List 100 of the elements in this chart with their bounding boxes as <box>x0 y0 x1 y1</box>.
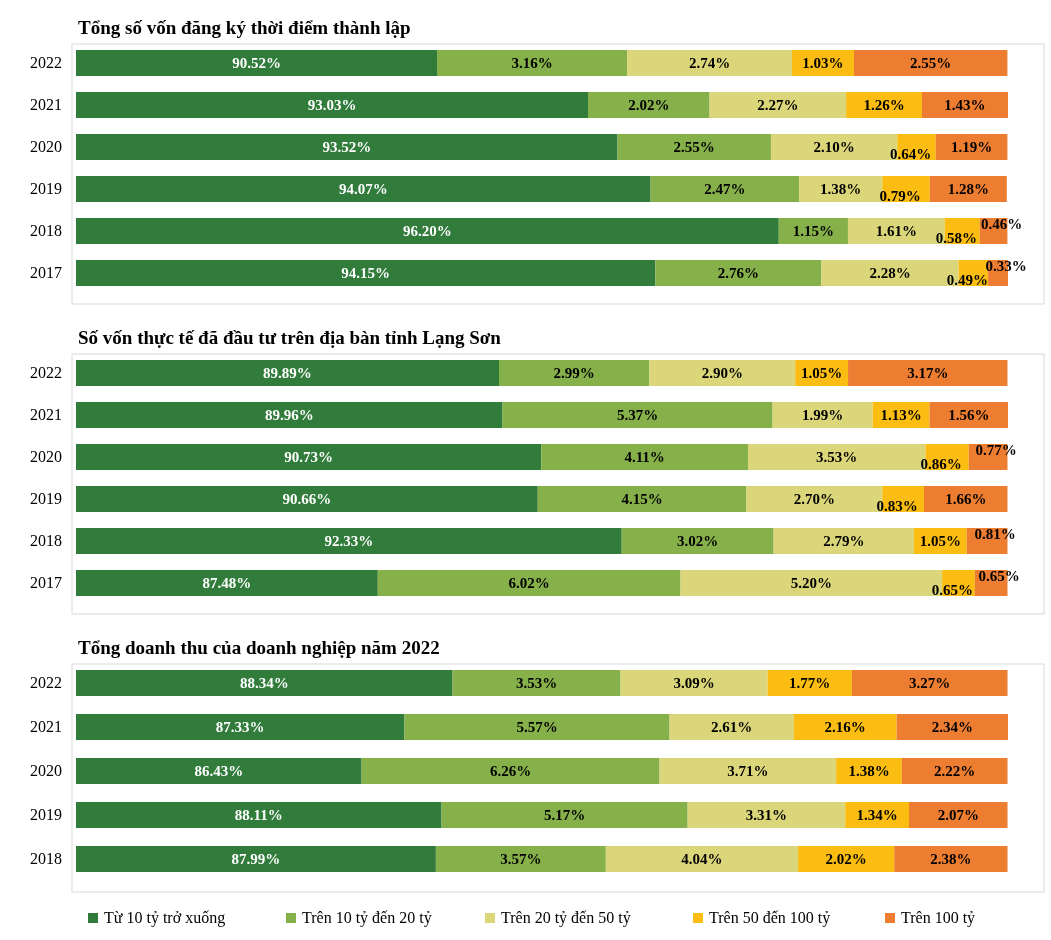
data-label: 1.28% <box>947 181 989 197</box>
chart-title: Số vốn thực tế đã đầu tư trên địa bàn tỉnh Lạng Sơn <box>78 327 502 348</box>
data-label: 3.17% <box>907 365 949 381</box>
data-label: 2.22% <box>934 763 976 779</box>
data-label: 5.57% <box>516 719 558 735</box>
data-label: 1.05% <box>919 533 961 549</box>
chart-title: Tổng số vốn đăng ký thời điểm thành lập <box>78 17 411 38</box>
y-tick-label: 2022 <box>30 364 62 381</box>
data-label: 87.99% <box>231 851 281 867</box>
data-label: 2.34% <box>931 719 973 735</box>
y-tick-label: 2020 <box>30 138 62 155</box>
data-label: 3.71% <box>727 763 769 779</box>
y-tick-label: 2019 <box>30 490 62 507</box>
data-label: 2.10% <box>813 139 855 155</box>
data-label: 4.11% <box>624 449 665 465</box>
data-label: 5.37% <box>616 407 659 423</box>
data-label: 2.47% <box>704 181 746 197</box>
y-tick-label: 2017 <box>30 574 62 591</box>
data-label: 3.31% <box>745 807 788 823</box>
data-label: 96.20% <box>403 223 452 239</box>
data-label: 2.79% <box>823 533 865 549</box>
data-label: 2.55% <box>673 139 715 155</box>
data-label: 2.74% <box>688 55 731 71</box>
data-label: 4.15% <box>621 491 663 507</box>
data-label: 1.34% <box>856 807 898 823</box>
data-label: 6.26% <box>489 763 532 779</box>
y-tick-label: 2017 <box>30 264 62 281</box>
data-label: 88.34% <box>239 675 289 691</box>
legend-label: Trên 100 tỷ <box>901 909 976 927</box>
data-label: 87.48% <box>202 575 252 591</box>
data-label: 87.33% <box>215 719 265 735</box>
y-tick-label: 2021 <box>30 96 62 113</box>
data-label: 1.26% <box>863 97 905 113</box>
data-label: 5.20% <box>790 575 832 591</box>
data-label: 1.99% <box>802 407 844 423</box>
chart-title: Tổng doanh thu của doanh nghiệp năm 2022 <box>78 637 440 658</box>
data-label: 1.03% <box>802 55 844 71</box>
data-label: 86.43% <box>194 763 244 779</box>
data-label: 1.66% <box>945 491 987 507</box>
data-label: 0.86% <box>920 456 962 472</box>
data-label: 1.19% <box>950 139 993 155</box>
data-label: 2.70% <box>793 491 835 507</box>
data-label: 94.07% <box>338 181 388 197</box>
data-label: 1.38% <box>820 181 862 197</box>
legend-label: Từ 10 tỷ trở xuống <box>104 909 226 927</box>
data-label: 6.02% <box>508 575 550 591</box>
data-label: 2.07% <box>937 807 979 823</box>
data-label: 1.61% <box>875 223 918 239</box>
y-tick-label: 2021 <box>30 406 62 423</box>
y-tick-label: 2022 <box>30 54 62 71</box>
legend-label: Trên 50 đến 100 tỷ <box>709 909 831 927</box>
data-label: 2.02% <box>628 97 670 113</box>
data-label: 89.96% <box>264 407 314 423</box>
data-label: 90.73% <box>284 449 333 465</box>
data-label: 3.09% <box>673 675 715 691</box>
data-label: 3.53% <box>515 675 558 691</box>
data-label: 92.33% <box>324 533 374 549</box>
data-label: 2.27% <box>757 97 799 113</box>
data-label: 3.02% <box>677 533 719 549</box>
data-label: 94.15% <box>341 265 391 281</box>
data-label: 2.16% <box>824 719 866 735</box>
data-label: 0.49% <box>946 272 989 288</box>
y-tick-label: 2022 <box>30 674 62 691</box>
data-label: 1.13% <box>880 407 922 423</box>
data-label: 0.64% <box>889 146 932 162</box>
data-label: 2.02% <box>825 851 867 867</box>
data-label: 1.43% <box>944 97 986 113</box>
y-tick-label: 2019 <box>30 806 62 823</box>
data-label: 1.38% <box>848 763 890 779</box>
data-label: 93.03% <box>307 97 357 113</box>
data-label: 90.66% <box>282 491 332 507</box>
y-tick-label: 2018 <box>30 222 62 239</box>
data-label: 0.65% <box>931 582 974 598</box>
y-tick-label: 2020 <box>30 448 62 465</box>
data-label: 0.83% <box>876 498 918 514</box>
data-label: 1.56% <box>948 407 990 423</box>
data-label: 3.27% <box>909 675 951 691</box>
data-label: 1.15% <box>792 223 834 239</box>
data-label: 1.77% <box>789 675 831 691</box>
data-label: 0.58% <box>935 230 977 246</box>
data-label: 2.55% <box>910 55 952 71</box>
data-label: 89.89% <box>263 365 312 381</box>
legend-label: Trên 10 tỷ đến 20 tỷ <box>302 909 432 927</box>
data-label: 90.52% <box>232 55 281 71</box>
legend-label: Trên 20 tỷ đến 50 tỷ <box>501 909 631 927</box>
data-label: 2.99% <box>553 365 595 381</box>
data-label: 3.57% <box>500 851 542 867</box>
data-label: 88.11% <box>234 807 283 823</box>
y-tick-label: 2018 <box>30 532 62 549</box>
y-tick-label: 2021 <box>30 718 62 735</box>
data-label: 3.16% <box>511 55 553 71</box>
data-label: 2.76% <box>717 265 760 281</box>
y-tick-label: 2020 <box>30 762 62 779</box>
data-label: 3.53% <box>816 449 858 465</box>
data-label: 0.79% <box>879 188 921 204</box>
data-label: 93.52% <box>322 139 372 155</box>
data-label: 4.04% <box>681 851 723 867</box>
data-label: 2.61% <box>711 719 753 735</box>
y-tick-label: 2018 <box>30 850 62 867</box>
data-label: 1.05% <box>801 365 843 381</box>
